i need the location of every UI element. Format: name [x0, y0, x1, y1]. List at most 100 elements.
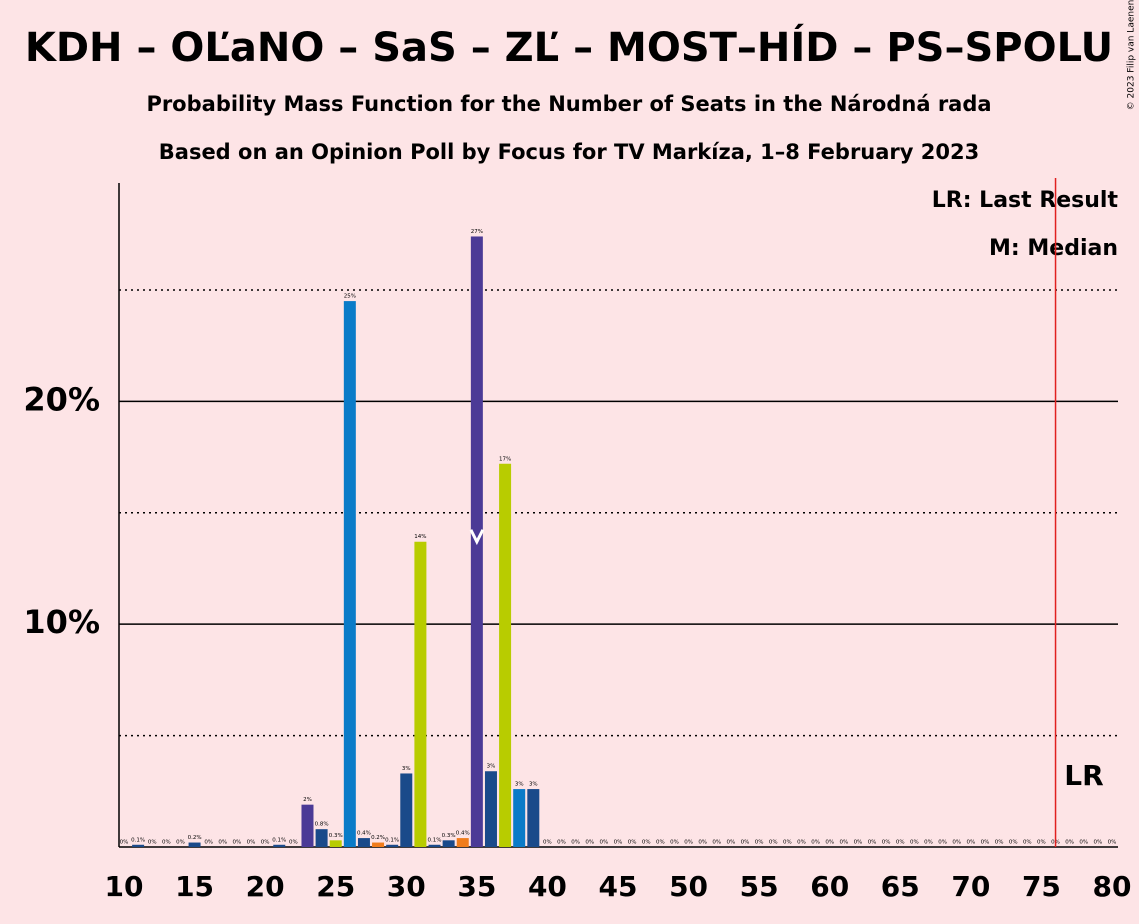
copyright: © 2023 Filip van Laenen: [1127, 0, 1137, 110]
value-label: 0.1%: [385, 837, 399, 843]
x-tick-label: 65: [881, 870, 920, 903]
legend-text: LR: Last Result: [932, 188, 1119, 213]
bar: [400, 773, 413, 847]
value-label: 0%: [797, 840, 806, 846]
value-label: 0%: [896, 840, 905, 846]
bar: [428, 844, 441, 847]
value-label: 0%: [642, 840, 651, 846]
value-label: 0%: [120, 840, 129, 846]
value-label: 0%: [868, 840, 877, 846]
value-label: 0%: [854, 840, 863, 846]
value-label: 0%: [741, 840, 750, 846]
value-label: 0%: [924, 840, 933, 846]
value-label: 0%: [233, 840, 242, 846]
value-label: 0%: [882, 840, 891, 846]
x-tick-label: 45: [599, 870, 638, 903]
subtitle: Probability Mass Function for the Number…: [146, 92, 991, 116]
value-label: 0%: [839, 840, 848, 846]
value-label: 0%: [656, 840, 665, 846]
x-tick-label: 75: [1022, 870, 1061, 903]
value-label: 27%: [471, 229, 483, 235]
value-label: 0.2%: [188, 835, 202, 841]
chart-title: KDH – OĽaNO – SaS – ZĽ – MOST–HÍD – PS–S…: [25, 23, 1113, 71]
value-label: 0%: [952, 840, 961, 846]
value-label: 0%: [289, 840, 298, 846]
value-label: 0%: [543, 840, 552, 846]
value-label: 0%: [712, 840, 721, 846]
value-label: 25%: [344, 294, 356, 300]
value-label: 0%: [684, 840, 693, 846]
value-label: 0%: [585, 840, 594, 846]
value-label: 0%: [571, 840, 580, 846]
x-tick-label: 70: [951, 870, 990, 903]
value-label: 0.1%: [428, 837, 442, 843]
value-label: 0.3%: [442, 833, 456, 839]
x-tick-label: 80: [1093, 870, 1132, 903]
value-label: 0%: [727, 840, 736, 846]
bar: [456, 838, 469, 847]
value-label: 0%: [769, 840, 778, 846]
bar: [357, 838, 370, 847]
bar: [386, 844, 399, 847]
value-label: 0.1%: [272, 837, 286, 843]
value-label: 0.1%: [131, 837, 145, 843]
value-label: 0.3%: [329, 833, 343, 839]
last-result-label: LR: [1064, 759, 1103, 792]
value-label: 0.8%: [315, 822, 329, 828]
value-label: 0%: [261, 840, 270, 846]
y-tick-label: 10%: [23, 603, 100, 641]
value-label: 0%: [204, 840, 213, 846]
bar: [343, 301, 356, 847]
bar: [527, 789, 540, 847]
value-label: 0%: [981, 840, 990, 846]
bar: [273, 844, 286, 847]
median-marker: [469, 529, 485, 546]
value-label: 3%: [487, 764, 496, 770]
x-tick-label: 25: [316, 870, 355, 903]
x-tick-label: 60: [810, 870, 849, 903]
bar: [499, 463, 512, 847]
bar: [442, 840, 455, 847]
value-label: 3%: [529, 782, 538, 788]
value-label: 0%: [670, 840, 679, 846]
y-tick-label: 20%: [23, 380, 100, 418]
value-label: 0%: [557, 840, 566, 846]
x-tick-label: 50: [669, 870, 708, 903]
value-label: 0%: [162, 840, 171, 846]
value-label: 17%: [499, 456, 511, 462]
x-tick-label: 15: [175, 870, 214, 903]
x-tick-label: 35: [457, 870, 496, 903]
value-label: 0%: [910, 840, 919, 846]
value-label: 0%: [176, 840, 185, 846]
value-label: 0.2%: [371, 835, 385, 841]
value-label: 0%: [600, 840, 609, 846]
value-label: 0%: [825, 840, 834, 846]
bar: [372, 842, 385, 847]
value-label: 0%: [628, 840, 637, 846]
value-label: 0%: [1094, 840, 1103, 846]
bar: [301, 804, 314, 847]
x-tick-label: 30: [387, 870, 426, 903]
bar: [188, 842, 201, 847]
legend-text: M: Median: [989, 236, 1118, 261]
value-label: 0%: [247, 840, 256, 846]
x-tick-label: 20: [246, 870, 285, 903]
value-label: 0%: [1009, 840, 1018, 846]
value-label: 3%: [515, 782, 524, 788]
value-label: 0%: [995, 840, 1004, 846]
value-label: 14%: [414, 534, 426, 540]
bar: [132, 844, 145, 847]
x-tick-label: 40: [528, 870, 567, 903]
value-label: 0%: [1037, 840, 1046, 846]
value-label: 3%: [402, 766, 411, 772]
x-tick-label: 10: [105, 870, 144, 903]
bar: [484, 771, 497, 847]
value-label: 0%: [783, 840, 792, 846]
value-label: 2%: [303, 797, 312, 803]
value-label: 0%: [755, 840, 764, 846]
bar: [414, 541, 427, 847]
subtitle: Based on an Opinion Poll by Focus for TV…: [159, 140, 979, 164]
value-label: 0%: [966, 840, 975, 846]
value-label: 0%: [1023, 840, 1032, 846]
